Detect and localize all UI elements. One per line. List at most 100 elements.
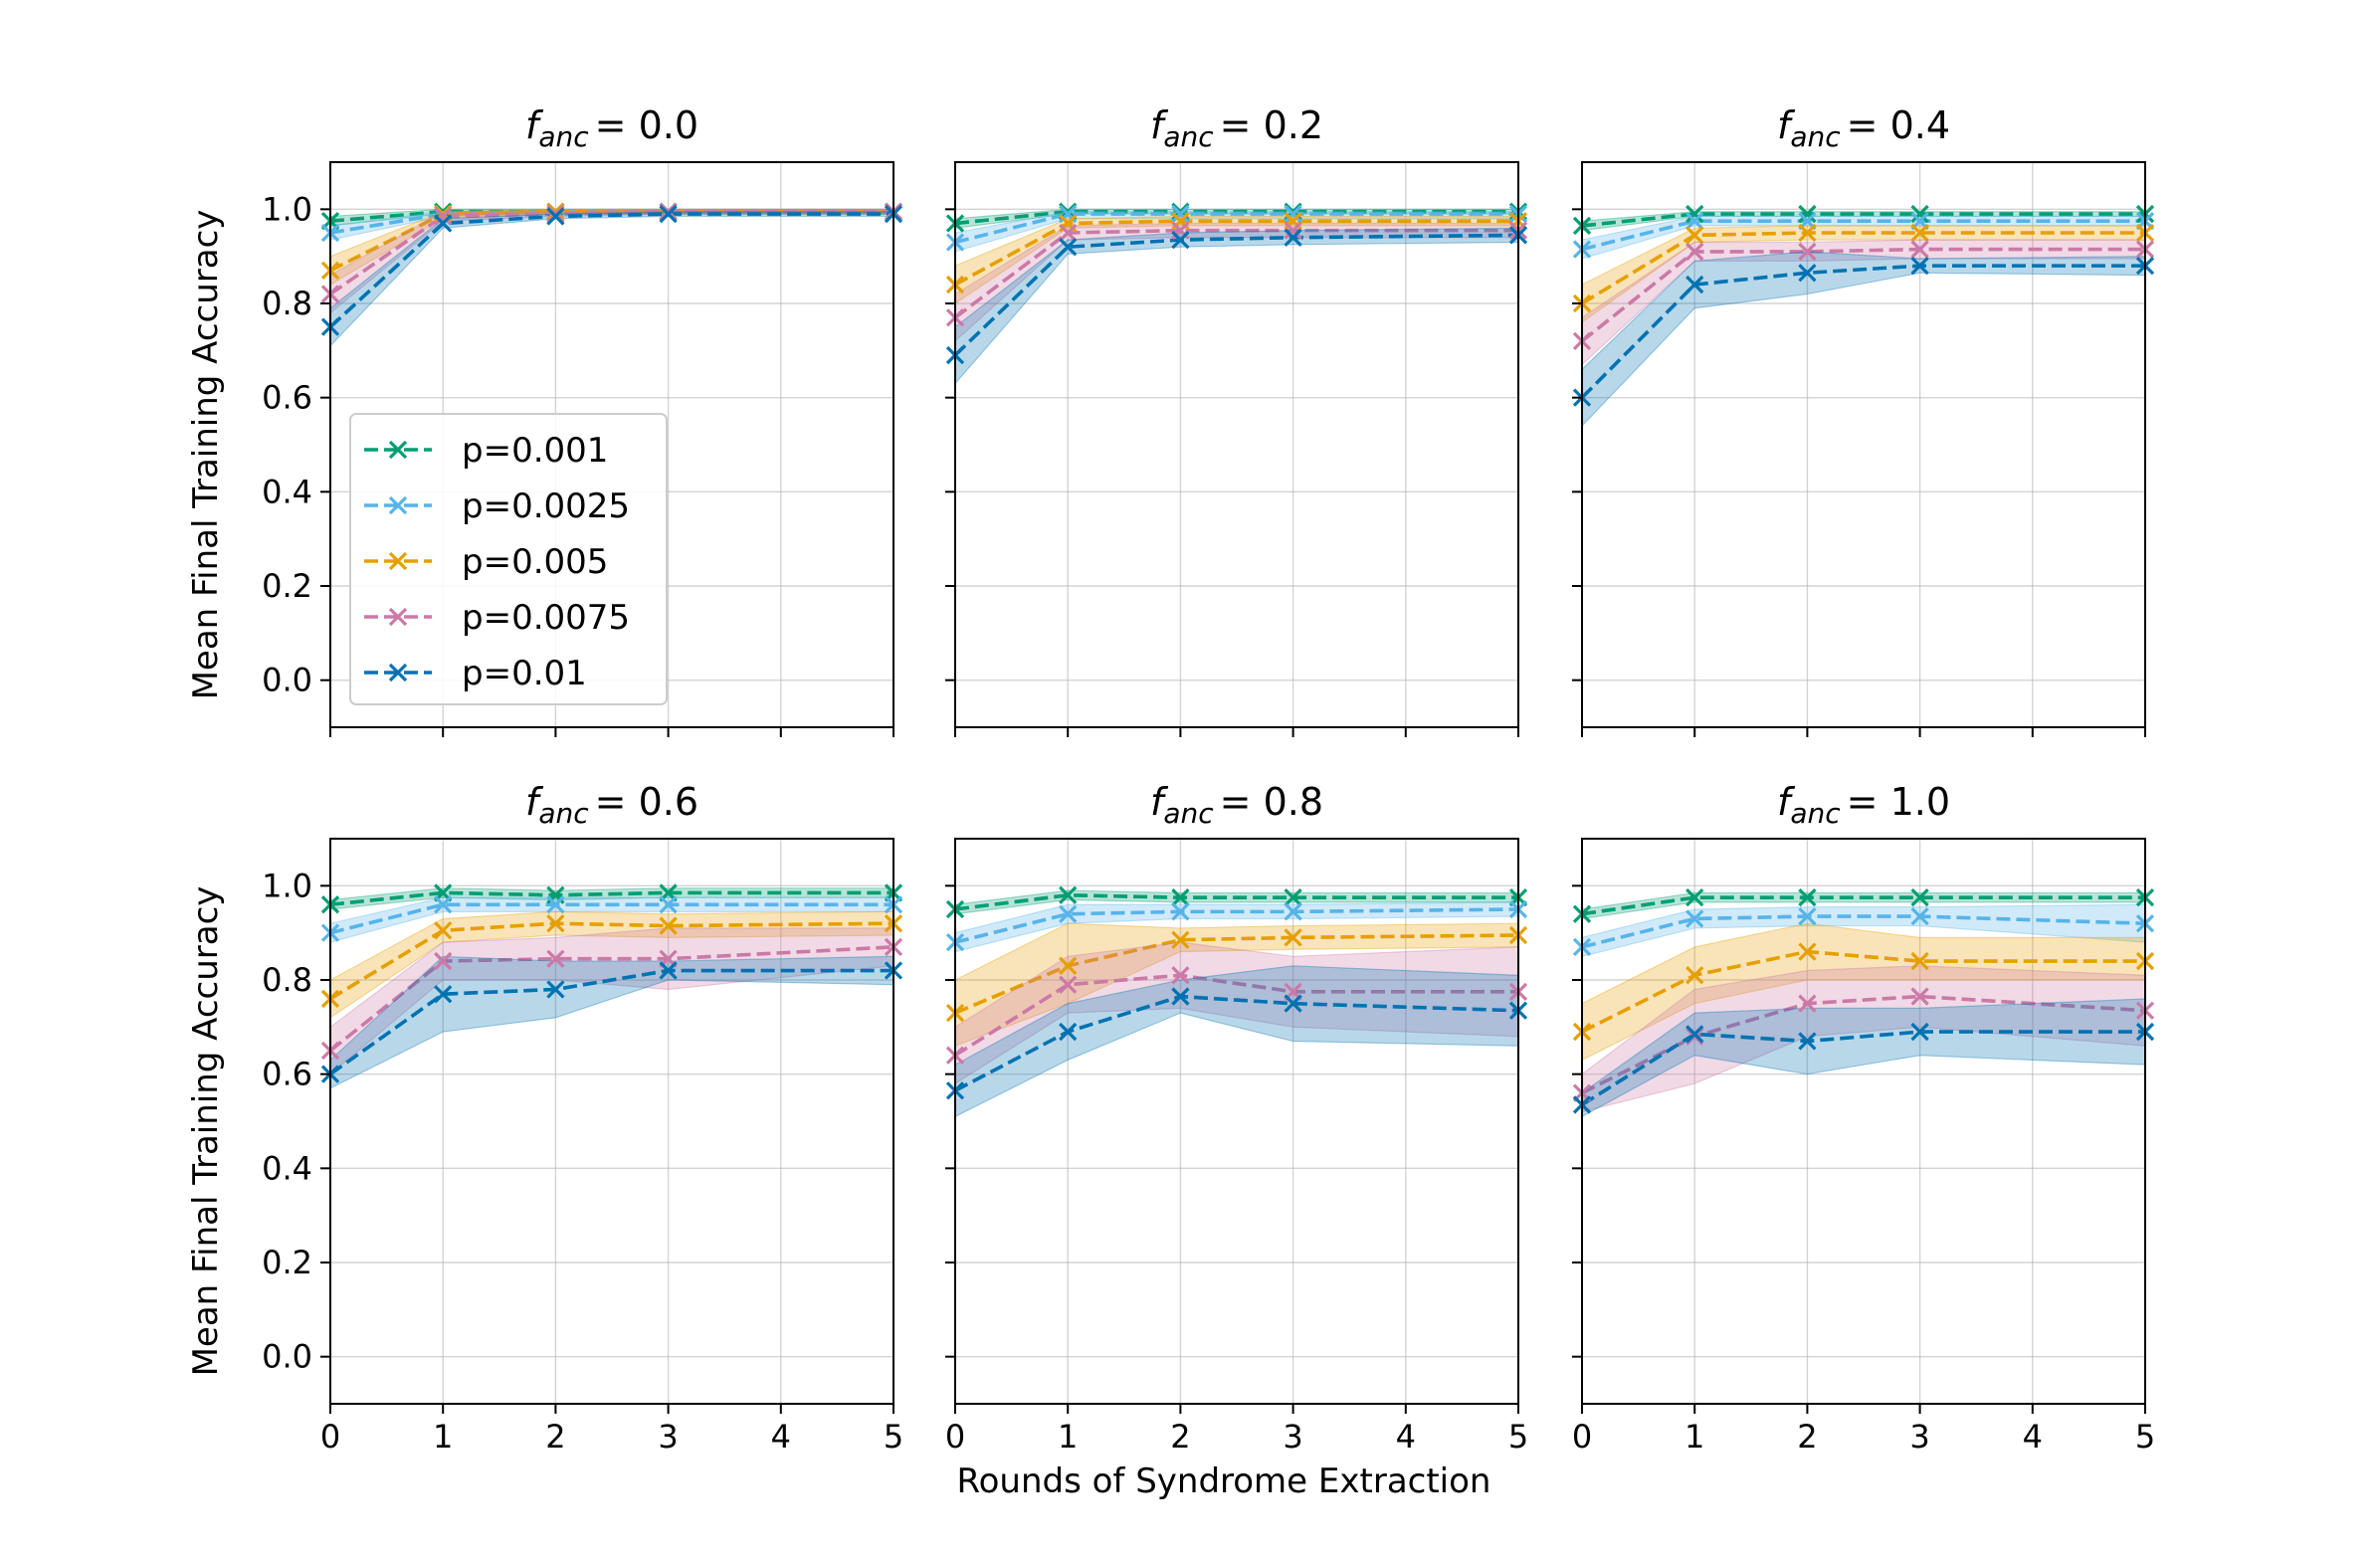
y-tick-label: 0.8 <box>262 285 312 322</box>
subplot-title: fanc = 0.2 <box>1150 103 1323 153</box>
plot-area <box>955 208 1518 385</box>
data-point <box>1910 204 1929 224</box>
data-point <box>1059 904 1078 923</box>
series-line-p=0.0075 <box>330 945 893 1053</box>
y-tick-label: 0.8 <box>262 961 312 999</box>
plot-area <box>330 887 893 1089</box>
data-point <box>1798 942 1817 961</box>
data-point <box>546 895 565 914</box>
data-point <box>1910 951 1929 971</box>
subplot-title: fanc = 0.0 <box>525 103 698 153</box>
confidence-band-p=0.01 <box>330 211 893 347</box>
confidence-band-p=0.01 <box>330 955 893 1089</box>
x-tick-label: 2 <box>1797 1418 1817 1456</box>
x-tick-label: 3 <box>1909 1418 1929 1456</box>
data-point <box>434 895 453 914</box>
legend-item: p=0.0025 <box>364 486 630 526</box>
data-point <box>1284 902 1302 921</box>
data-point <box>1171 987 1190 1006</box>
data-point <box>1910 1022 1929 1042</box>
legend-item: p=0.005 <box>364 542 608 582</box>
data-point <box>1171 902 1190 921</box>
data-point <box>1798 242 1817 262</box>
axes-frame <box>954 161 1519 728</box>
data-point <box>1284 994 1302 1013</box>
legend-label: p=0.0075 <box>462 598 630 638</box>
data-point <box>1059 975 1078 994</box>
data-point <box>659 202 678 221</box>
x-tick-label: 0 <box>320 1418 340 1456</box>
x-tick-label: 5 <box>2135 1418 2155 1456</box>
confidence-band-p=0.001 <box>1582 211 2145 232</box>
data-point <box>1284 221 1302 240</box>
data-point <box>1798 888 1817 907</box>
data-point <box>659 895 678 914</box>
plot-area <box>1582 891 2145 1117</box>
legend-label: p=0.01 <box>462 654 587 693</box>
data-point <box>1171 204 1190 224</box>
y-tick-label: 0.2 <box>262 1244 312 1281</box>
data-point <box>1798 264 1817 283</box>
legend-marker <box>388 663 408 682</box>
data-point <box>1059 238 1078 257</box>
data-point <box>1798 204 1817 224</box>
data-point <box>1686 275 1704 294</box>
data-point <box>1798 223 1817 243</box>
legend-item: p=0.01 <box>364 654 587 693</box>
x-tick-label: 1 <box>1058 1418 1078 1456</box>
subplot-4: 0 1 2 3 4 5 0.0 0.2 0.4 0.6 0.8 1.0 Mean Final Train… <box>186 780 903 1456</box>
axes-frame <box>329 838 894 1405</box>
axes-frame <box>1581 838 2146 1405</box>
series-line-p=0.005 <box>955 933 1518 1015</box>
data-point <box>1686 204 1704 224</box>
data-point <box>1686 1027 1704 1046</box>
legend-label: p=0.001 <box>462 431 608 471</box>
series-line-p=0.0075 <box>955 228 1518 319</box>
y-tick-label: 0.6 <box>262 1056 312 1093</box>
legend-label: p=0.005 <box>462 542 608 582</box>
legend-marker <box>388 495 408 515</box>
x-tick-label: 2 <box>1170 1418 1190 1456</box>
axes-frame <box>954 838 1519 1405</box>
y-tick-label: 0.0 <box>262 1338 312 1376</box>
data-point <box>659 961 678 980</box>
data-point <box>546 204 565 224</box>
legend-marker <box>388 551 408 571</box>
confidence-band-p=0.005 <box>955 922 1518 1047</box>
data-point <box>546 980 565 999</box>
data-point <box>1059 223 1078 243</box>
x-tick-label: 5 <box>884 1418 903 1456</box>
subplot-6: 0 1 2 3 4 5 fanc = 1.0 <box>1572 780 2155 1456</box>
data-point <box>1910 240 1929 259</box>
data-point <box>546 949 565 968</box>
data-point <box>1171 930 1190 949</box>
subplot-3: fanc = 0.4 <box>1572 103 2155 737</box>
y-tick-label: 0.0 <box>262 662 312 699</box>
x-tick-label: 1 <box>1685 1418 1704 1456</box>
data-point <box>546 207 565 226</box>
confidence-band-p=0.005 <box>1582 225 2145 323</box>
x-axis-label: Rounds of Syndrome Extraction <box>957 1461 1491 1501</box>
subplot-1: 0.0 0.2 0.4 0.6 0.8 1.0 Mean Final Training Ac… <box>186 103 903 737</box>
plot-area <box>1582 211 2145 427</box>
x-tick-label: 3 <box>658 1418 678 1456</box>
data-point <box>1059 885 1078 904</box>
data-point <box>1686 226 1704 245</box>
subplot-5: 0 1 2 3 4 5 fanc = 0.8 <box>945 780 1528 1456</box>
series-line-p=0.0075 <box>1582 247 2145 343</box>
confidence-band-p=0.005 <box>955 215 1518 304</box>
data-point <box>434 951 453 971</box>
data-point <box>1686 909 1704 928</box>
data-point <box>434 985 453 1004</box>
grid <box>1581 839 2146 1404</box>
data-point <box>434 921 453 940</box>
data-point <box>1171 888 1190 907</box>
data-point <box>434 214 453 233</box>
data-point <box>1284 228 1302 247</box>
data-point <box>1059 1022 1078 1042</box>
legend-item: p=0.0075 <box>364 598 630 638</box>
x-tick-label: 0 <box>1572 1418 1592 1456</box>
confidence-band-p=0.0075 <box>330 927 893 1075</box>
axes-frame <box>329 161 894 728</box>
